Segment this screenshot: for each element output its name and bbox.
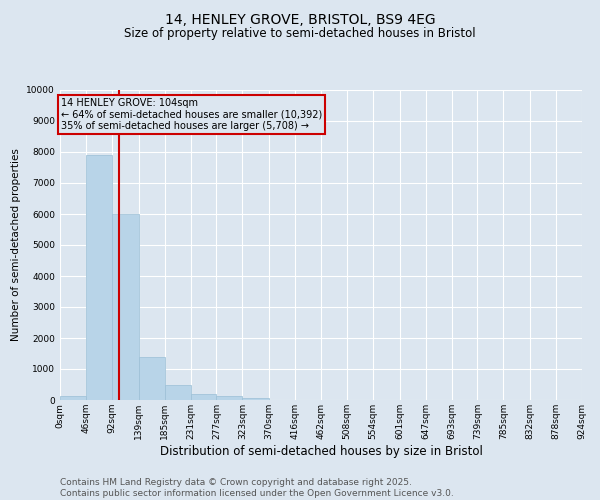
Text: 14, HENLEY GROVE, BRISTOL, BS9 4EG: 14, HENLEY GROVE, BRISTOL, BS9 4EG [164, 12, 436, 26]
Bar [217, 396, 242, 400]
Bar [60, 396, 86, 400]
Bar [86, 155, 112, 400]
Text: Size of property relative to semi-detached houses in Bristol: Size of property relative to semi-detach… [124, 28, 476, 40]
Y-axis label: Number of semi-detached properties: Number of semi-detached properties [11, 148, 21, 342]
Bar [139, 357, 164, 400]
Bar [164, 385, 191, 400]
X-axis label: Distribution of semi-detached houses by size in Bristol: Distribution of semi-detached houses by … [160, 444, 482, 458]
Text: Contains HM Land Registry data © Crown copyright and database right 2025.
Contai: Contains HM Land Registry data © Crown c… [60, 478, 454, 498]
Bar [112, 214, 139, 400]
Bar [242, 398, 269, 400]
Text: 14 HENLEY GROVE: 104sqm
← 64% of semi-detached houses are smaller (10,392)
35% o: 14 HENLEY GROVE: 104sqm ← 64% of semi-de… [61, 98, 322, 131]
Bar [191, 394, 217, 400]
